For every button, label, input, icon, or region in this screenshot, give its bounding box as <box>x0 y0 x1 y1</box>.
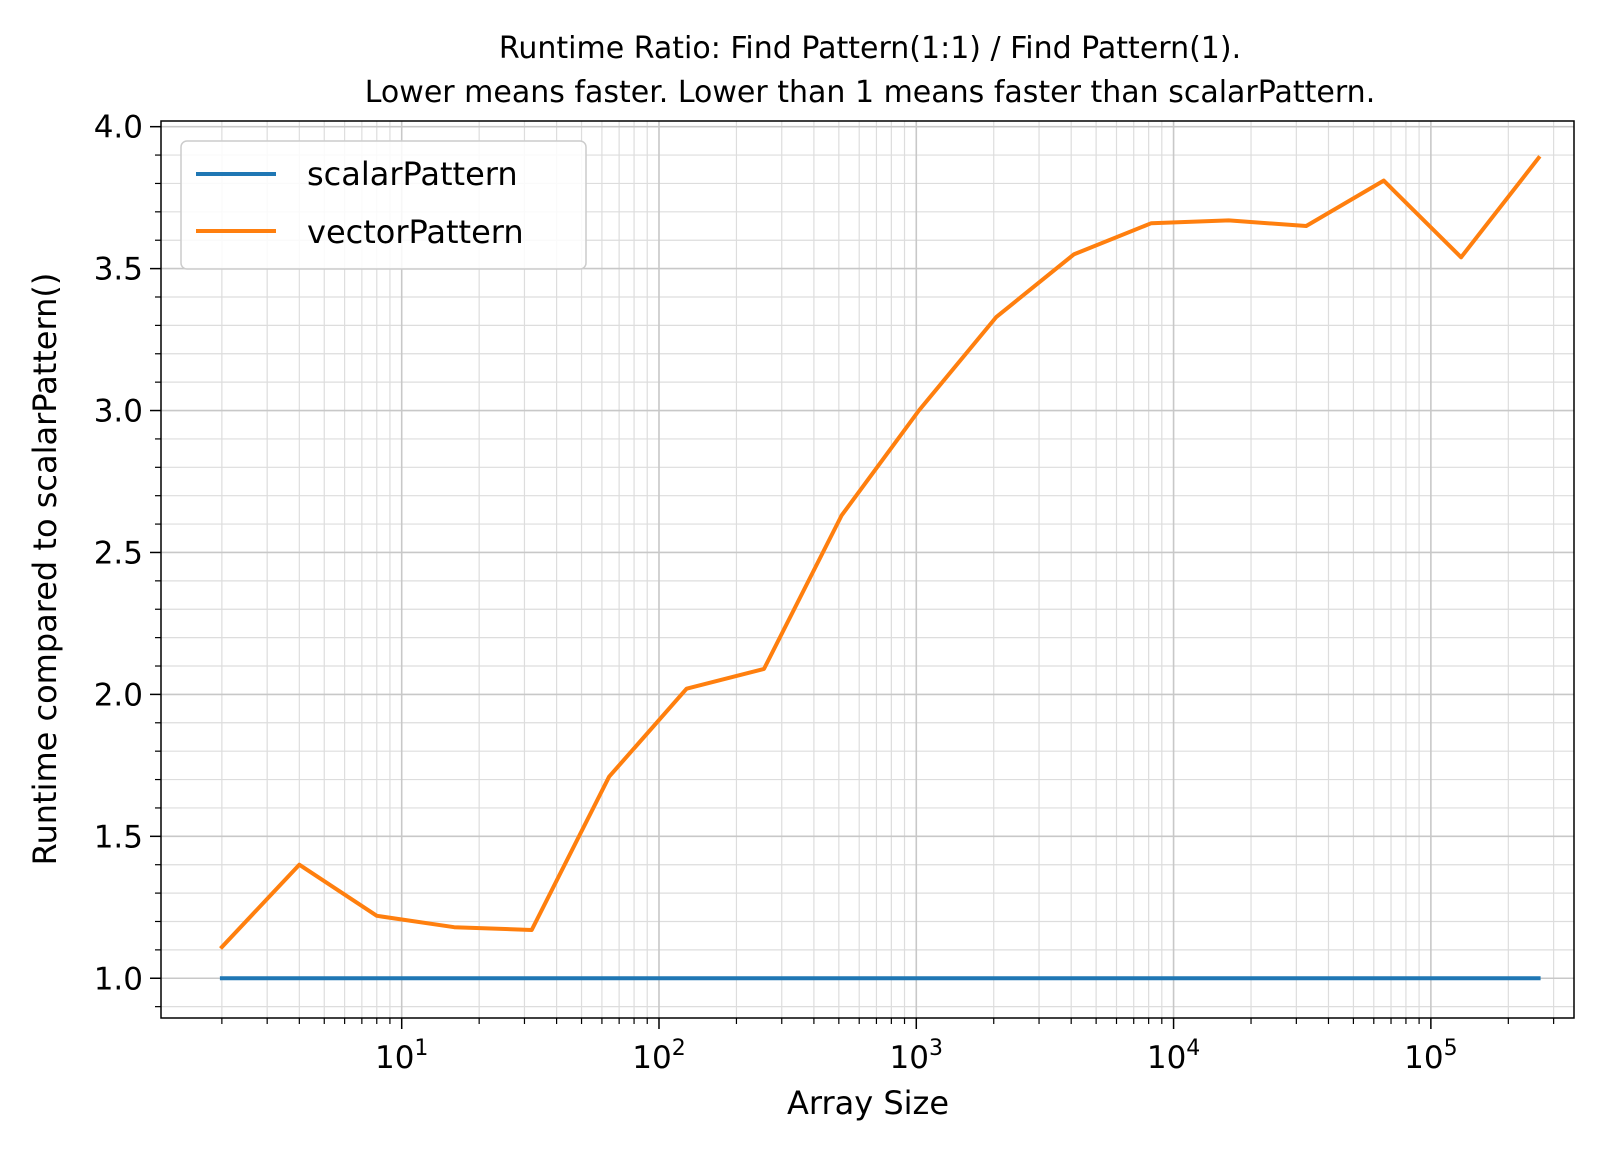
chart-title-line1: Runtime Ratio: Find Pattern(1:1) / Find … <box>499 31 1241 66</box>
legend-box <box>180 140 587 270</box>
x-tick-label: 102 <box>632 1036 685 1076</box>
y-tick-label: 2.0 <box>94 677 143 713</box>
legend-label-scalarPattern: scalarPattern <box>307 155 518 193</box>
plot-area-frame <box>160 120 1575 1019</box>
legend-label-vectorPattern: vectorPattern <box>307 213 524 251</box>
y-tick-label: 2.5 <box>94 535 143 571</box>
y-axis-label: Runtime compared to scalarPattern() <box>26 273 64 866</box>
axis-ticks: 1.0 1.5 2.0 2.5 3.0 3.5 4.0 101 102 103 104 105 <box>94 110 1555 1076</box>
y-tick-label: 3.5 <box>94 252 143 288</box>
y-tick-label: 1.5 <box>94 819 143 855</box>
series-lines <box>219 155 1542 981</box>
y-tick-label: 1.0 <box>94 961 143 997</box>
x-tick-label: 103 <box>890 1036 943 1076</box>
grid <box>161 121 1574 1018</box>
x-axis-label: Array Size <box>787 1084 949 1122</box>
legend: scalarPattern vectorPattern <box>180 140 587 270</box>
series-line-vectorPattern <box>219 155 1542 950</box>
x-tick-label: 101 <box>375 1036 428 1076</box>
x-tick-label: 105 <box>1404 1036 1457 1076</box>
chart-title-line2: Lower means faster. Lower than 1 means f… <box>365 75 1375 110</box>
y-tick-label: 4.0 <box>94 110 143 146</box>
x-tick-label: 104 <box>1147 1036 1200 1076</box>
y-tick-label: 3.0 <box>94 394 143 430</box>
